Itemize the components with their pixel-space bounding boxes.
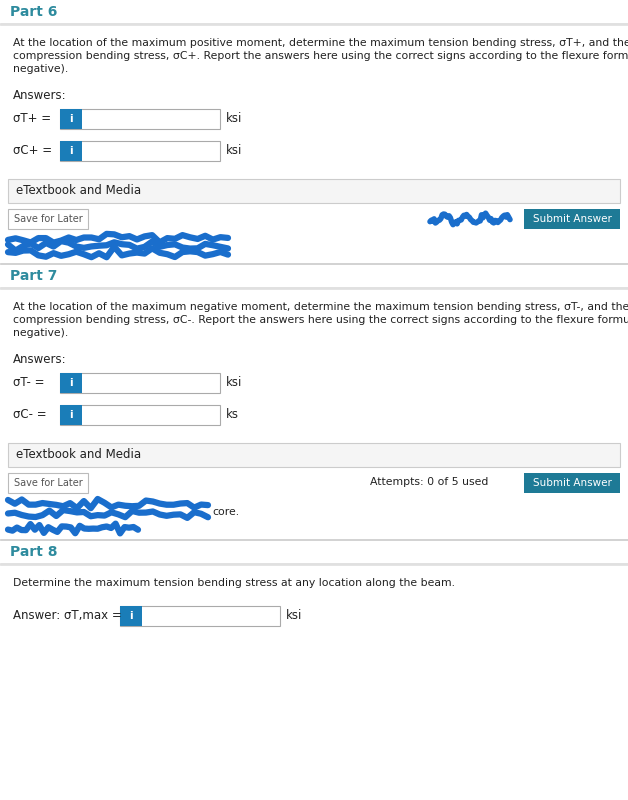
Text: negative).: negative). (13, 328, 68, 338)
Bar (0, 23, 628, 24)
Text: Attempts: 0 of 5 used: Attempts: 0 of 5 used (370, 477, 489, 487)
Text: Part 6: Part 6 (10, 5, 57, 19)
Bar (60, 405, 82, 425)
Text: Determine the maximum tension bending stress at any location along the beam.: Determine the maximum tension bending st… (13, 578, 455, 588)
Bar (60, 405, 220, 425)
Bar (60, 109, 220, 129)
Bar (0, 288, 628, 289)
Text: Save for Later: Save for Later (14, 214, 82, 224)
Bar (0, 263, 628, 264)
Text: negative).: negative). (13, 64, 68, 74)
Text: Save for Later: Save for Later (14, 478, 82, 488)
Text: σC- =: σC- = (13, 408, 46, 421)
Text: At the location of the maximum negative moment, determine the maximum tension be: At the location of the maximum negative … (13, 302, 628, 312)
Text: compression bending stress, σC+. Report the answers here using the correct signs: compression bending stress, σC+. Report … (13, 51, 628, 61)
Text: i: i (129, 611, 133, 621)
Text: σT+ =: σT+ = (13, 112, 51, 125)
Text: ksi: ksi (226, 376, 242, 389)
Bar (524, 473, 620, 493)
Text: Answers:: Answers: (13, 353, 67, 366)
Text: Part 7: Part 7 (10, 269, 57, 283)
Bar (0, 0, 628, 24)
Text: compression bending stress, σC-. Report the answers here using the correct signs: compression bending stress, σC-. Report … (13, 315, 628, 325)
Text: i: i (69, 114, 73, 124)
Text: Answers:: Answers: (13, 89, 67, 102)
Bar (8, 179, 620, 203)
Bar (0, 24, 628, 25)
Bar (0, 564, 628, 565)
Text: i: i (69, 410, 73, 420)
Text: σT- =: σT- = (13, 376, 45, 389)
Bar (60, 109, 82, 129)
Text: Part 8: Part 8 (10, 545, 58, 559)
Text: i: i (69, 378, 73, 388)
Text: eTextbook and Media: eTextbook and Media (16, 184, 141, 197)
Bar (524, 209, 620, 229)
Text: core.: core. (212, 507, 239, 517)
Bar (60, 141, 82, 161)
Text: Answer: σT,max =: Answer: σT,max = (13, 609, 122, 622)
Text: At the location of the maximum positive moment, determine the maximum tension be: At the location of the maximum positive … (13, 38, 628, 48)
Text: Submit Answer: Submit Answer (533, 478, 612, 488)
Text: Submit Answer: Submit Answer (533, 214, 612, 224)
Bar (120, 606, 142, 626)
Bar (0, 264, 628, 288)
Bar (60, 373, 220, 393)
Text: ks: ks (226, 408, 239, 421)
Text: eTextbook and Media: eTextbook and Media (16, 448, 141, 461)
Bar (8, 443, 620, 467)
Text: ksi: ksi (286, 609, 302, 622)
Bar (0, 539, 628, 540)
Bar (0, 564, 628, 800)
Bar (0, 540, 628, 564)
Bar (0, 563, 628, 564)
Bar (120, 606, 280, 626)
Text: i: i (69, 146, 73, 156)
Bar (8, 209, 88, 229)
Bar (0, 287, 628, 288)
Text: ksi: ksi (226, 144, 242, 157)
Text: σC+ =: σC+ = (13, 144, 52, 157)
Bar (60, 373, 82, 393)
Bar (8, 473, 88, 493)
Bar (60, 141, 220, 161)
Text: ksi: ksi (226, 112, 242, 125)
